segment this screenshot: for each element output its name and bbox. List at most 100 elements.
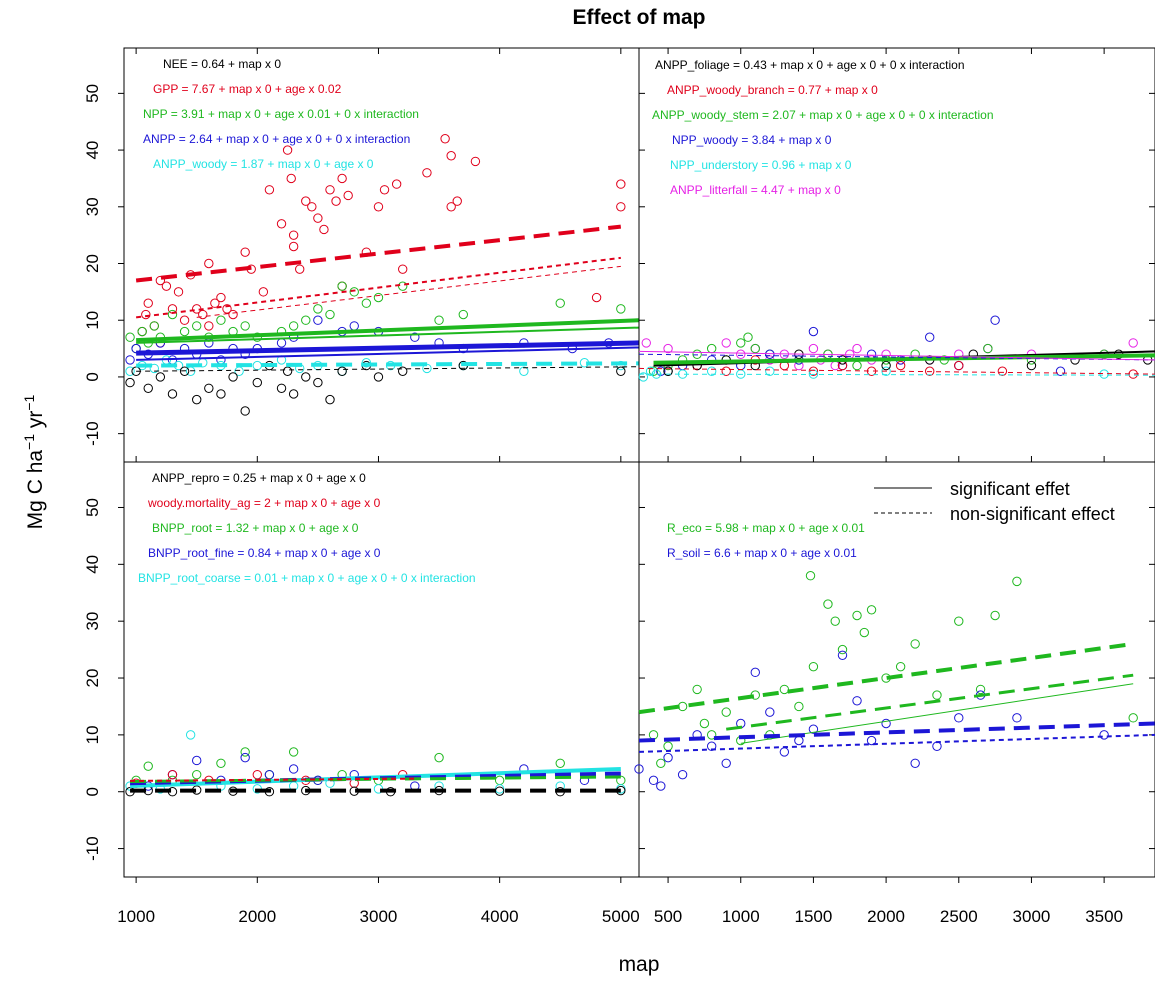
data-point bbox=[313, 213, 323, 223]
data-point bbox=[1012, 576, 1022, 587]
equation-label: NPP_woody = 3.84 + map x 0 bbox=[672, 133, 832, 147]
data-point bbox=[954, 616, 964, 626]
data-point bbox=[837, 644, 848, 655]
y-axis-label: Mg C ha−1 yr−1 bbox=[21, 394, 47, 529]
data-point bbox=[143, 761, 153, 771]
x-tick-label: 5000 bbox=[602, 907, 640, 926]
data-point bbox=[699, 718, 710, 729]
data-point bbox=[288, 230, 299, 240]
data-point bbox=[434, 752, 444, 763]
data-point bbox=[264, 769, 275, 780]
data-point bbox=[663, 741, 673, 751]
data-point bbox=[337, 366, 347, 376]
data-point bbox=[706, 730, 717, 740]
data-point bbox=[228, 309, 238, 320]
data-point bbox=[954, 360, 964, 371]
equation-label: ANPP = 2.64 + map x 0 + age x 0 + 0 x in… bbox=[143, 132, 410, 146]
data-point bbox=[192, 769, 202, 780]
data-point bbox=[765, 366, 775, 376]
data-point bbox=[1026, 360, 1037, 371]
data-point bbox=[616, 179, 626, 189]
fit-line-green bbox=[653, 353, 1155, 365]
data-point bbox=[288, 389, 299, 399]
series-green bbox=[125, 281, 626, 354]
y-tick-label: 40 bbox=[83, 555, 102, 574]
data-point bbox=[276, 383, 287, 393]
data-point bbox=[282, 366, 293, 376]
data-point bbox=[276, 219, 287, 229]
data-point bbox=[325, 309, 335, 320]
data-point bbox=[925, 332, 935, 342]
data-point bbox=[881, 360, 891, 371]
data-point bbox=[398, 366, 408, 376]
data-point bbox=[866, 735, 877, 746]
data-point bbox=[794, 701, 804, 712]
data-point bbox=[288, 321, 299, 331]
data-point bbox=[240, 752, 250, 763]
fit-line-blue bbox=[136, 340, 640, 356]
y-tick-label: 20 bbox=[83, 254, 102, 273]
legend-dashed-label: non-significant effect bbox=[950, 504, 1115, 524]
data-point bbox=[677, 769, 688, 780]
y-tick-label: 50 bbox=[83, 498, 102, 517]
data-point bbox=[555, 298, 565, 308]
data-point bbox=[228, 372, 238, 382]
fit-line-blue bbox=[638, 721, 1155, 743]
data-point bbox=[125, 366, 135, 376]
data-point bbox=[859, 627, 869, 638]
data-point bbox=[173, 287, 184, 297]
equation-label: NPP = 3.91 + map x 0 + age x 0.01 + 0 x … bbox=[143, 107, 419, 121]
fit-line-cyan bbox=[136, 361, 640, 368]
equation-label: NPP_understory = 0.96 + map x 0 bbox=[670, 158, 852, 172]
data-point bbox=[837, 650, 848, 660]
data-point bbox=[307, 202, 317, 212]
fit-line-green bbox=[136, 318, 640, 343]
series-black bbox=[125, 785, 626, 797]
data-point bbox=[198, 309, 208, 320]
data-point bbox=[410, 332, 420, 342]
data-point bbox=[932, 690, 942, 700]
x-tick-label: 4000 bbox=[481, 907, 519, 926]
data-point bbox=[204, 383, 214, 393]
data-point bbox=[349, 287, 359, 297]
data-point bbox=[313, 304, 323, 314]
data-point bbox=[721, 338, 731, 348]
data-point bbox=[616, 366, 626, 376]
data-point bbox=[161, 281, 172, 291]
data-point bbox=[434, 315, 444, 325]
data-point bbox=[805, 570, 816, 581]
data-point bbox=[881, 366, 891, 376]
x-tick-label: 3000 bbox=[1013, 907, 1051, 926]
data-point bbox=[910, 639, 920, 649]
fit-line-red bbox=[130, 777, 415, 782]
data-point bbox=[910, 758, 920, 769]
data-point bbox=[648, 775, 659, 786]
data-point bbox=[286, 173, 296, 184]
data-point bbox=[301, 372, 311, 382]
data-point bbox=[301, 196, 311, 206]
fit-line-black bbox=[136, 366, 640, 372]
equation-label: woody.mortality_ag = 2 + map x 0 + age x… bbox=[147, 496, 381, 510]
data-point bbox=[1099, 730, 1109, 740]
data-point bbox=[779, 684, 790, 695]
data-point bbox=[210, 298, 220, 308]
svg-text:Mg C ha−1 yr−1: Mg C ha−1 yr−1 bbox=[21, 394, 47, 529]
data-point bbox=[379, 185, 390, 195]
data-point bbox=[216, 315, 226, 325]
data-point bbox=[1012, 713, 1022, 723]
data-point bbox=[167, 769, 178, 780]
data-point bbox=[185, 730, 196, 740]
data-point bbox=[337, 173, 347, 184]
data-point bbox=[1055, 366, 1066, 376]
data-point bbox=[555, 758, 565, 769]
data-point bbox=[179, 366, 190, 376]
x-tick-label: 3000 bbox=[360, 907, 398, 926]
panel-top-left: -10 0 10 20 30 40 50 NEE = 0.64 + map x 0 GPP = … bbox=[83, 47, 640, 463]
data-point bbox=[222, 304, 232, 314]
data-point bbox=[179, 326, 190, 337]
data-point bbox=[398, 281, 408, 291]
legend-solid-label: significant effet bbox=[950, 479, 1070, 499]
data-point bbox=[137, 326, 147, 337]
data-point bbox=[141, 309, 151, 320]
